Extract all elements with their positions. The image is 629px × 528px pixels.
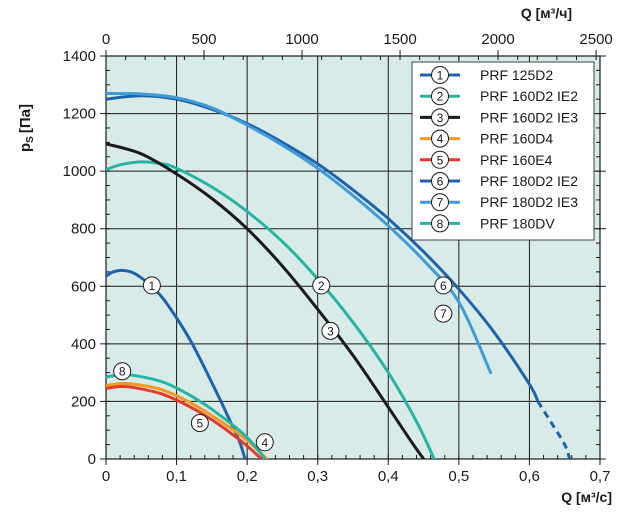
- y-tick-label: 1000: [63, 163, 96, 180]
- y-tick-labels: 0 200 400 600 800 1000 1200 1400: [63, 48, 96, 468]
- legend-marker: [431, 129, 449, 148]
- legend-number: 8: [437, 217, 444, 231]
- y-tick-label: 800: [71, 221, 96, 238]
- curve-label-8: 8: [113, 362, 132, 381]
- curve-label-5: 5: [190, 414, 209, 433]
- legend-number: 4: [437, 132, 444, 146]
- curve-label-circle: [321, 321, 340, 340]
- minor-ticks: [100, 50, 606, 465]
- curve-3: [106, 142, 426, 459]
- x-tick-label: 0,2: [237, 468, 258, 485]
- legend-marker: [431, 150, 449, 169]
- legend-number: 5: [437, 153, 444, 167]
- legend-label: PRF 160D2 IE2: [480, 88, 578, 104]
- x-top-tick-label: 2500: [579, 31, 612, 48]
- y-axis-label-sub: S: [25, 136, 36, 143]
- legend-marker: [431, 87, 449, 106]
- y-tick-label: 1200: [63, 106, 96, 123]
- curve-label-circle: [113, 362, 132, 381]
- curve-label-number: 5: [197, 417, 204, 431]
- curve-5: [106, 384, 263, 459]
- curve-label-circle: [255, 433, 274, 452]
- y-axis-label-main: p: [17, 143, 34, 152]
- curve-label-number: 4: [261, 436, 268, 450]
- curve-label-circle: [434, 276, 453, 295]
- legend-label: PRF 160D4: [480, 131, 553, 147]
- curve-label-circle: [142, 276, 161, 295]
- x-top-tick-label: 1500: [383, 31, 416, 48]
- curve-label-number: 2: [318, 279, 325, 293]
- legend-item-4: 4 PRF 160D4: [420, 129, 553, 148]
- curve-labels: 1 2 3 4 5 6 7 8: [113, 276, 453, 452]
- y-tick-label: 0: [88, 451, 96, 468]
- plot-border: [105, 55, 601, 460]
- legend-number: 1: [437, 69, 444, 83]
- x-tick-label: 0: [102, 468, 110, 485]
- x-tick-label: 0,1: [166, 468, 187, 485]
- curve-label-3: 3: [321, 321, 340, 340]
- legend-marker: [431, 172, 449, 190]
- curve-label-1: 1: [142, 276, 161, 295]
- legend-number: 6: [437, 175, 444, 189]
- legend-label: PRF 125D2: [480, 67, 553, 83]
- y-tick-label: 200: [71, 393, 96, 410]
- curve-label-7: 7: [434, 304, 453, 323]
- curve-label-number: 6: [440, 279, 447, 293]
- legend-item-1: 1 PRF 125D2: [420, 66, 553, 84]
- legend-item-3: 3 PRF 160D2 IE3: [420, 108, 578, 127]
- curve-label-2: 2: [312, 276, 331, 295]
- curve-label-number: 8: [119, 365, 126, 379]
- x-axis-label-top: Q [м³/ч]: [521, 5, 572, 21]
- x-tick-label: 0,7: [590, 468, 611, 485]
- legend-item-5: 5 PRF 160E4: [420, 150, 553, 169]
- legend-label: PRF 160E4: [480, 152, 553, 168]
- legend-item-6: 6 PRF 180D2 IE2: [420, 172, 578, 190]
- x-tick-label: 0,3: [307, 468, 328, 485]
- curve-label-6: 6: [434, 276, 453, 295]
- legend-number: 3: [437, 111, 444, 125]
- x-top-tick-label: 2000: [481, 31, 514, 48]
- legend-label: PRF 160D2 IE3: [480, 109, 578, 125]
- curve-label-4: 4: [255, 433, 274, 452]
- legend-item-8: 8 PRF 180DV: [420, 214, 555, 233]
- legend-item-7: 7 PRF 180D2 IE3: [420, 193, 578, 212]
- curve-1: [106, 268, 247, 459]
- curve-label-circle: [190, 414, 209, 433]
- legend-marker: [431, 214, 449, 233]
- y-axis-label-unit: [Па]: [17, 104, 34, 133]
- x-top-tick-labels: 0 500 1000 1500 2000 2500: [102, 31, 613, 48]
- curve-label-circle: [434, 304, 453, 323]
- x-axis-label-bottom: Q [м³/с]: [561, 489, 612, 505]
- curve-6-extension: [536, 400, 572, 459]
- curve-label-number: 7: [440, 307, 447, 321]
- y-tick-label: 400: [71, 336, 96, 353]
- x-tick-label: 0,5: [448, 468, 469, 485]
- legend-marker: [431, 108, 449, 127]
- curve-2: [106, 160, 436, 459]
- curve-4: [106, 381, 269, 459]
- legend-marker: [431, 66, 449, 84]
- legend-label: PRF 180D2 IE3: [480, 194, 578, 210]
- legend-marker: [431, 193, 449, 212]
- legend-number: 7: [437, 196, 444, 210]
- legend-number: 2: [437, 90, 444, 104]
- x-tick-label: 0,4: [378, 468, 399, 485]
- legend-item-2: 2 PRF 160D2 IE2: [420, 87, 578, 106]
- x-top-tick-label: 1000: [285, 31, 318, 48]
- curve-label-number: 1: [149, 279, 156, 293]
- curve-7: [106, 91, 493, 375]
- y-axis-label: pS [Па]: [17, 104, 36, 152]
- curve-label-circle: [312, 276, 331, 295]
- legend: 1 PRF 125D2 2 PRF 160D2 IE2 3 PRF 160D2 IE3 4 P…: [411, 61, 595, 241]
- legend-label: PRF 180DV: [480, 215, 555, 231]
- y-tick-label: 1400: [63, 48, 96, 65]
- x-tick-label: 0,6: [519, 468, 540, 485]
- y-tick-label: 600: [71, 278, 96, 295]
- legend-label: PRF 180D2 IE2: [480, 173, 578, 189]
- x-top-tick-label: 500: [192, 31, 217, 48]
- x-tick-labels: 0 0,1 0,2 0,3 0,4 0,5 0,6 0,7: [102, 468, 611, 485]
- x-top-tick-label: 0: [102, 31, 110, 48]
- curve-label-number: 3: [327, 324, 334, 338]
